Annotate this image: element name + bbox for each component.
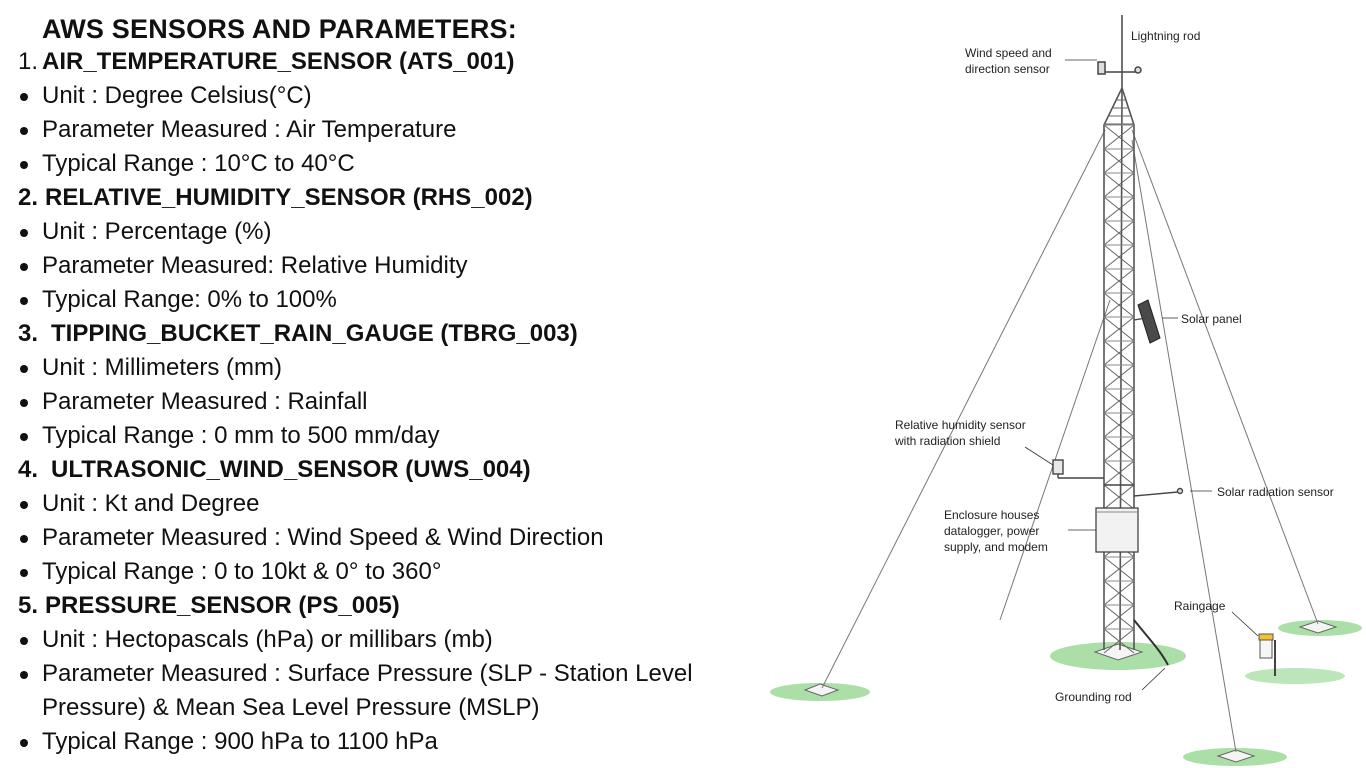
- sensor-heading-ats: AIR_TEMPERATURE_SENSOR (ATS_001): [42, 48, 515, 75]
- sensor-range: Typical Range : 0 to 10kt & 0° to 360°: [42, 558, 442, 585]
- sensor-range: Typical Range: 0% to 100%: [42, 286, 337, 313]
- lattice-brace: [1103, 388, 1135, 414]
- label-raingage: Raingage: [1174, 599, 1226, 613]
- lattice-brace: [1103, 580, 1135, 606]
- lattice-brace: [1103, 604, 1135, 630]
- lattice-brace: [1103, 172, 1135, 198]
- lattice-brace: [1103, 196, 1135, 222]
- label-grounding-rod: Grounding rod: [1055, 690, 1132, 704]
- sensor-number: 4.: [18, 456, 39, 483]
- tower-base-plate: [1093, 643, 1144, 661]
- wind-sensor: [1097, 61, 1142, 75]
- sensor-number: 1.: [18, 48, 39, 75]
- lattice-brace: [1103, 364, 1135, 390]
- grounding-cable: [1133, 619, 1169, 666]
- bullet: [20, 93, 28, 101]
- bullet: [20, 229, 28, 237]
- bullet: [20, 297, 28, 305]
- anchor-plate: [803, 683, 840, 697]
- label-lightning-rod: Lightning rod: [1131, 29, 1200, 43]
- sensor-unit: Unit : Percentage (%): [42, 218, 272, 245]
- sensor-parameter: Parameter Measured : Rainfall: [42, 388, 368, 415]
- lattice-brace: [1103, 340, 1135, 366]
- sensor-unit: Unit : Millimeters (mm): [42, 354, 282, 381]
- bullet: [20, 127, 28, 135]
- label-enclosure: datalogger, power: [944, 524, 1039, 538]
- label-wind-sensor: Wind speed and: [965, 46, 1052, 60]
- sensor-parameter-continued: Pressure) & Mean Sea Level Pressure (MSL…: [42, 694, 540, 721]
- sensor-unit: Unit : Kt and Degree: [42, 490, 260, 517]
- sensor-parameter: Parameter Measured : Surface Pressure (S…: [42, 660, 693, 687]
- lattice-brace: [1103, 244, 1135, 270]
- enclosure: [1095, 507, 1139, 553]
- label-enclosure: Enclosure houses: [944, 508, 1039, 522]
- sensor-list: AWS SENSORS AND PARAMETERS: 1. AIR_TEMPE…: [18, 14, 693, 755]
- label-enclosure: supply, and modem: [944, 540, 1048, 554]
- solar-radiation-sensor: [1133, 487, 1184, 497]
- sensor-number: 5.: [18, 592, 39, 619]
- lattice-brace: [1103, 316, 1135, 342]
- lattice-brace: [1103, 436, 1135, 462]
- lattice-brace: [1103, 484, 1135, 510]
- page-title: AWS SENSORS AND PARAMETERS:: [42, 14, 517, 44]
- anchor-plate: [1298, 620, 1338, 634]
- lattice-brace: [1103, 556, 1135, 582]
- leader-lines: [1024, 59, 1259, 691]
- sensor-unit: Unit : Hectopascals (hPa) or millibars (…: [42, 626, 493, 653]
- lattice-brace: [1103, 268, 1135, 294]
- lattice-brace: [1103, 412, 1135, 438]
- label-rh-sensor: Relative humidity sensor: [895, 418, 1026, 432]
- sensor-parameter: Parameter Measured : Wind Speed & Wind D…: [42, 524, 604, 551]
- sensor-range: Typical Range : 900 hPa to 1100 hPa: [42, 728, 438, 755]
- anchor-plate: [1216, 749, 1256, 763]
- sensor-range: Typical Range : 10°C to 40°C: [42, 150, 355, 177]
- bullet: [20, 535, 28, 543]
- lattice-brace: [1103, 148, 1135, 174]
- sensor-heading-tbrg: TIPPING_BUCKET_RAIN_GAUGE (TBRG_003): [51, 320, 578, 347]
- solar-panel: [1133, 299, 1161, 344]
- lattice-brace: [1103, 124, 1135, 150]
- ground-patch: [1245, 668, 1345, 684]
- lattice-brace: [1103, 460, 1135, 486]
- bullet: [20, 399, 28, 407]
- sensor-parameter: Parameter Measured : Air Temperature: [42, 116, 457, 143]
- bullet: [20, 263, 28, 271]
- sensor-heading-ps: PRESSURE_SENSOR (PS_005): [45, 592, 400, 619]
- tower-lattice: [1103, 91, 1135, 654]
- bullet: [20, 161, 28, 169]
- bullet: [20, 569, 28, 577]
- label-wind-sensor: direction sensor: [965, 62, 1050, 76]
- sensor-parameter: Parameter Measured: Relative Humidity: [42, 252, 468, 279]
- lattice-brace: [1103, 220, 1135, 246]
- bullet: [20, 501, 28, 509]
- bullet: [20, 637, 28, 645]
- sensor-number: 2.: [18, 184, 39, 211]
- sensor-number: 3.: [18, 320, 39, 347]
- bullet: [20, 671, 28, 679]
- raingage: [1258, 633, 1276, 676]
- bullet: [20, 365, 28, 373]
- weather-station-diagram: Lightning rod Wind speed and direction s…: [770, 15, 1362, 766]
- lattice-brace: [1103, 628, 1135, 654]
- label-solar-radiation: Solar radiation sensor: [1217, 485, 1334, 499]
- bullet: [20, 739, 28, 747]
- humidity-sensor: [1052, 459, 1134, 486]
- sensor-heading-uws: ULTRASONIC_WIND_SENSOR (UWS_004): [51, 456, 531, 483]
- sensor-range: Typical Range : 0 mm to 500 mm/day: [42, 422, 440, 449]
- sensor-heading-rhs: RELATIVE_HUMIDITY_SENSOR (RHS_002): [45, 184, 533, 211]
- sensor-unit: Unit : Degree Celsius(°C): [42, 82, 312, 109]
- lattice-brace: [1103, 292, 1135, 318]
- label-rh-sensor: with radiation shield: [894, 434, 1000, 448]
- bullet: [20, 433, 28, 441]
- label-solar-panel: Solar panel: [1181, 312, 1242, 326]
